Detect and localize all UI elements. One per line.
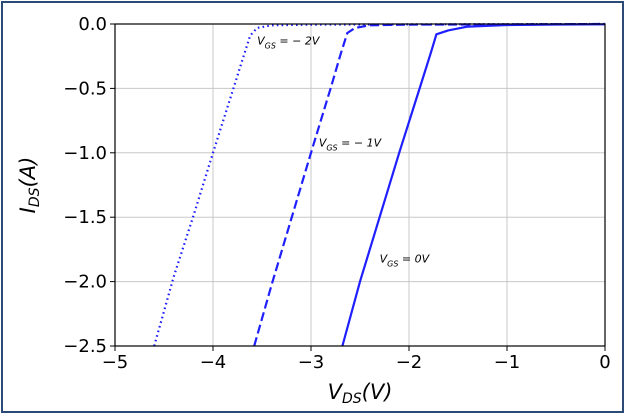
x-tick-label: −2 [396,352,423,373]
y-tick-label: −1.5 [63,207,107,228]
iv-curve-chart: −5 −4 −3 −2 −1 0 0.0 −0.5 −1.0 −1.5 −2.0 −2.5 VDS(V… [16,14,611,407]
y-tick-label: −0.5 [63,78,107,99]
x-tick-label: −4 [200,352,227,373]
axis-labels: VDS(V) IDS(A) [16,157,392,407]
y-axis-label: IDS(A) [16,157,43,214]
series-group [153,22,606,347]
y-tick-label: −1.0 [63,143,107,164]
axis-ticks: −5 −4 −3 −2 −1 0 0.0 −0.5 −1.0 −1.5 −2.0 −2.5 [63,14,610,373]
series-label-dashed: VGS = − 1V [319,136,383,152]
series-label-solid: VGS = 0V [380,252,431,268]
x-tick-label: 0 [599,352,610,373]
plot-area-border [114,23,606,347]
grid-lines [114,23,606,347]
series-annotations: VGS = − 2V VGS = − 1V VGS = 0V [257,35,431,269]
x-tick-label: −3 [298,352,325,373]
x-axis-label: VDS(V) [328,380,393,407]
series-line-solid [341,23,606,347]
series-line-dashed [253,22,606,347]
y-tick-label: 0.0 [78,14,107,35]
y-tick-label: −2.0 [63,272,107,293]
series-label-dotted: VGS = − 2V [257,35,321,51]
x-tick-label: −1 [494,352,521,373]
y-tick-label: −2.5 [63,336,107,357]
series-line-dotted [153,22,606,347]
x-tick-label: −5 [102,352,129,373]
